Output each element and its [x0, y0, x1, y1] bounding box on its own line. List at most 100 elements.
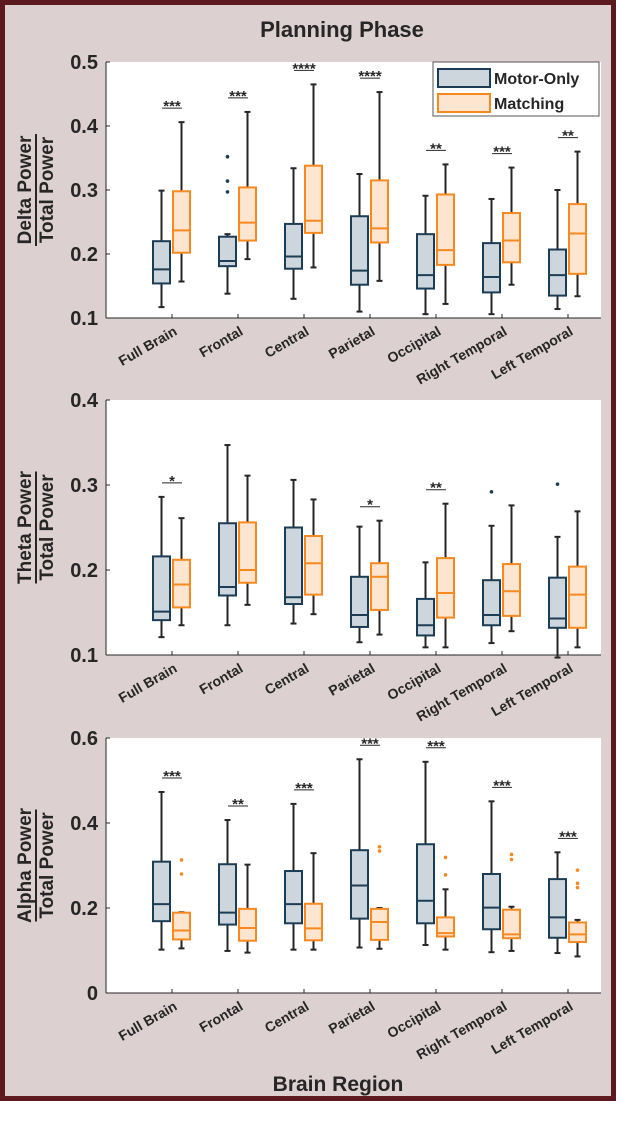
box-matching — [502, 852, 521, 952]
box-matching — [502, 166, 521, 286]
box-motor-only — [284, 478, 303, 625]
box-matching — [238, 474, 257, 606]
y-tick-label: 0.3 — [70, 475, 98, 497]
box-iqr — [416, 597, 435, 637]
box-iqr — [284, 870, 303, 925]
box-matching — [172, 858, 191, 950]
box-motor-only — [416, 760, 435, 946]
outlier-point — [489, 490, 494, 494]
box-iqr — [436, 916, 455, 938]
y-label-numerator: Theta Power — [15, 470, 36, 584]
box-iqr — [548, 878, 567, 939]
outlier-point — [377, 845, 382, 849]
box-motor-only — [284, 802, 303, 951]
box-matching — [436, 502, 455, 649]
y-axis-label: Alpha Power Total Power — [15, 807, 58, 923]
box-iqr — [172, 911, 191, 941]
box-motor-only — [152, 495, 171, 639]
box-matching — [502, 504, 521, 633]
box-iqr — [436, 557, 455, 619]
box-iqr — [238, 186, 257, 242]
significance-stars: ** — [430, 480, 442, 497]
box-iqr — [284, 526, 303, 605]
box-motor-only — [350, 758, 369, 949]
outlier-point — [575, 885, 580, 890]
y-label-denominator: Total Power — [37, 474, 58, 581]
box-motor-only — [416, 194, 435, 316]
box-iqr — [370, 907, 389, 941]
box-motor-only — [284, 167, 303, 300]
y-label-denominator: Total Power — [37, 812, 58, 919]
box-iqr — [152, 860, 171, 923]
box-iqr — [502, 563, 521, 617]
significance-stars: *** — [295, 780, 313, 797]
box-matching — [238, 110, 257, 261]
significance-stars: *** — [163, 98, 181, 115]
box-motor-only — [482, 197, 501, 316]
box-iqr — [502, 212, 521, 264]
box-iqr — [482, 579, 501, 627]
box-iqr — [172, 190, 191, 254]
legend-swatch — [437, 68, 491, 88]
box-iqr — [568, 921, 587, 944]
box-matching — [568, 510, 587, 649]
significance-stars: ** — [430, 140, 442, 157]
box-iqr — [218, 863, 237, 926]
box-motor-only — [548, 482, 567, 659]
box-matching — [172, 517, 191, 627]
box-iqr — [152, 555, 171, 622]
outlier-point — [377, 849, 382, 853]
legend-label: Matching — [494, 96, 564, 113]
box-iqr — [218, 235, 237, 268]
figure-title: Planning Phase — [260, 17, 424, 42]
outlier-point — [509, 852, 514, 857]
box-matching — [304, 498, 323, 616]
box-iqr — [370, 562, 389, 611]
legend: Motor-Only Matching — [432, 61, 600, 117]
legend-item-matching: Matching — [437, 93, 564, 113]
outlier-point — [443, 873, 448, 877]
box-iqr — [370, 179, 389, 244]
box-matching — [304, 83, 323, 269]
box-iqr — [502, 908, 521, 940]
box-matching — [304, 852, 323, 951]
outlier-point — [225, 190, 230, 194]
legend-item-motor-only: Motor-Only — [437, 68, 579, 88]
box-iqr — [436, 193, 455, 266]
y-tick-label: 0.2 — [70, 244, 98, 266]
box-motor-only — [548, 189, 567, 311]
significance-stars: * — [367, 497, 373, 514]
box-iqr — [238, 907, 257, 942]
outlier-point — [555, 482, 560, 486]
y-tick-label: 0.5 — [70, 52, 98, 74]
box-iqr — [304, 164, 323, 234]
outlier-point — [509, 857, 514, 862]
box-iqr — [284, 222, 303, 270]
box-matching — [436, 163, 455, 305]
box-iqr — [350, 215, 369, 286]
y-tick-label: 0.6 — [70, 728, 98, 750]
box-motor-only — [218, 444, 237, 627]
box-motor-only — [152, 790, 171, 951]
box-motor-only — [482, 800, 501, 954]
box-iqr — [482, 242, 501, 294]
y-tick-label: 0.2 — [70, 898, 98, 920]
box-iqr — [350, 575, 369, 628]
outlier-point — [443, 855, 448, 860]
outlier-point — [225, 154, 230, 159]
outlier-point — [179, 858, 184, 862]
significance-stars: ** — [232, 796, 244, 813]
outlier-point — [575, 868, 580, 872]
box-iqr — [238, 521, 257, 584]
significance-stars: *** — [361, 735, 379, 752]
y-tick-label: 0.4 — [70, 813, 99, 835]
y-tick-label: 0.1 — [70, 308, 98, 330]
box-motor-only — [416, 561, 435, 649]
significance-stars: *** — [163, 768, 181, 785]
box-matching — [568, 868, 587, 958]
legend-label: Motor-Only — [494, 71, 579, 88]
y-axis-label: Theta Power Total Power — [15, 470, 58, 584]
legend-swatch — [437, 93, 491, 113]
